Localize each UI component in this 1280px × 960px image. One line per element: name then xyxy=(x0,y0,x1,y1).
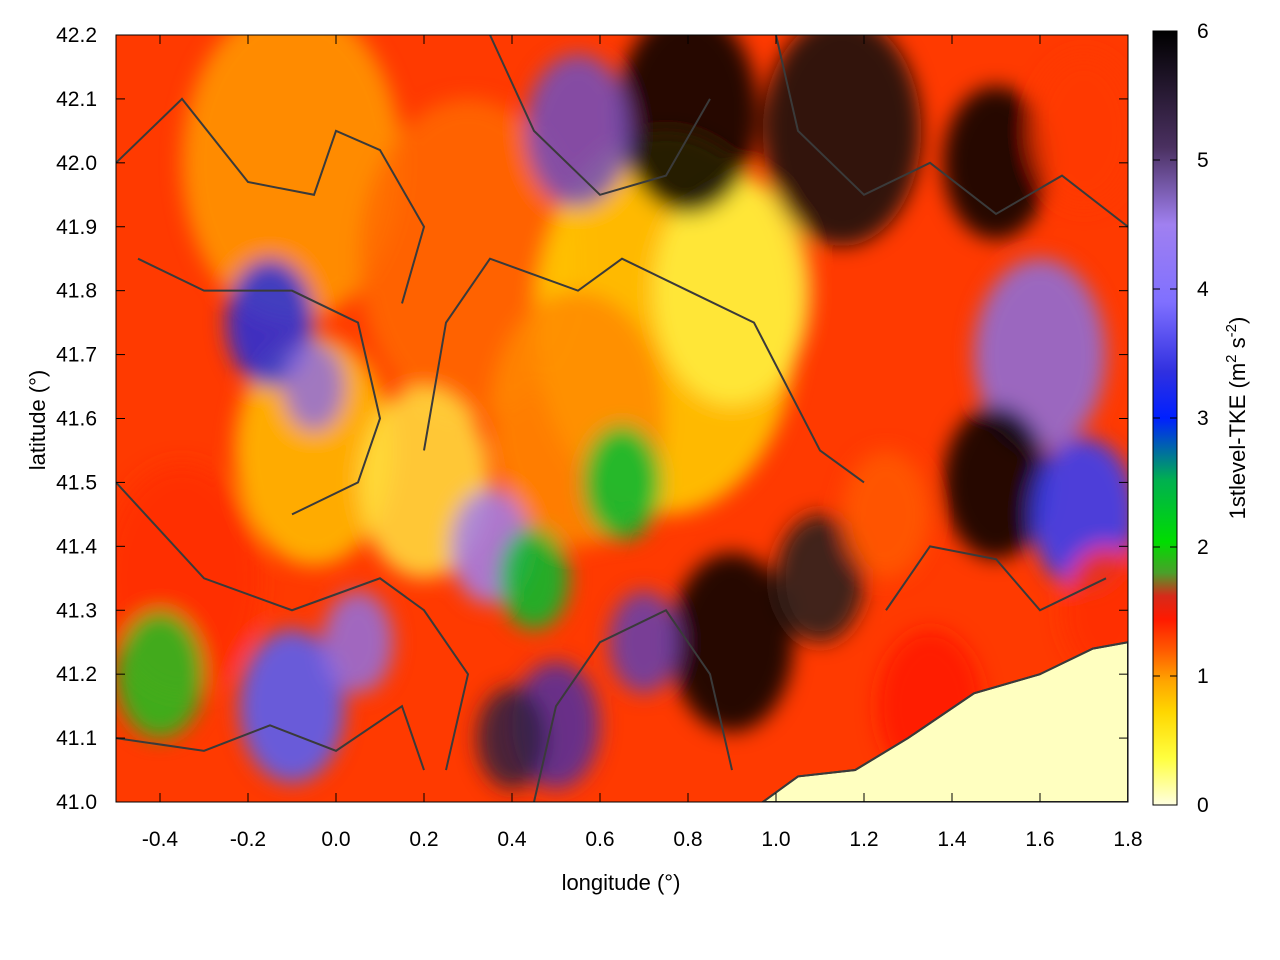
tke-region xyxy=(1062,546,1128,675)
tke-region xyxy=(182,35,402,323)
x-axis-label: longitude (°) xyxy=(562,870,681,895)
y-tick-label: 41.9 xyxy=(56,216,97,239)
colorbar-tick-label: 5 xyxy=(1197,149,1209,172)
tke-region xyxy=(762,35,922,246)
contour-line xyxy=(489,35,711,196)
colorbar-tick-label: 6 xyxy=(1197,20,1209,43)
heatmap-field xyxy=(116,35,1128,802)
tke-region xyxy=(322,591,394,694)
colorbar-label: 1stlevel-TKE (m2 s-2) xyxy=(1223,317,1250,520)
y-tick-label: 41.3 xyxy=(56,599,97,622)
colorbar-ticks: 0 1 2 3 4 5 6 xyxy=(1153,20,1209,817)
y-tick-label: 42.1 xyxy=(56,88,97,111)
tke-region xyxy=(670,552,794,732)
y-tick-label: 41.8 xyxy=(56,280,97,303)
tke-region xyxy=(116,610,204,739)
y-tick-label: 42.0 xyxy=(56,152,97,175)
x-tick-label: 1.6 xyxy=(1025,828,1054,851)
contour-line xyxy=(762,641,1128,802)
y-tick-label: 41.1 xyxy=(56,727,97,750)
x-tick-label: 0.8 xyxy=(673,828,702,851)
y-axis-label: latitude (°) xyxy=(25,370,50,471)
x-tick-label: 0.6 xyxy=(585,828,614,851)
x-tick-label: 1.8 xyxy=(1113,828,1142,851)
contour-line xyxy=(775,35,1128,228)
y-tick-label: 41.2 xyxy=(56,663,97,686)
x-tick-label: 1.4 xyxy=(937,828,967,851)
y-tick-label: 41.4 xyxy=(56,535,97,558)
colorbar-tick-label: 3 xyxy=(1197,407,1209,430)
x-tick-label: 0.2 xyxy=(409,828,438,851)
x-tick-label: 0.4 xyxy=(497,828,527,851)
tke-region xyxy=(476,686,548,790)
contour-line xyxy=(885,545,1107,612)
contour-line xyxy=(116,97,426,304)
x-axis: -0.4 -0.2 0.0 0.2 0.4 0.6 0.8 1.0 1.2 1.4 1.6 1.8 xyxy=(142,35,1143,851)
tke-region xyxy=(608,591,680,694)
y-tick-label: 41.7 xyxy=(56,344,97,367)
tke-region xyxy=(234,335,394,566)
tke-region xyxy=(776,514,864,643)
x-tick-label: -0.4 xyxy=(142,828,179,851)
tke-region xyxy=(652,175,812,406)
y-tick-label: 41.5 xyxy=(56,471,97,494)
tke-region xyxy=(943,405,1049,560)
colorbar-tick-label: 4 xyxy=(1197,278,1209,301)
colorbar-tick-label: 2 xyxy=(1197,536,1209,559)
terrain-contours xyxy=(116,35,1128,802)
y-axis: 41.0 41.1 41.2 41.3 41.4 41.5 41.6 41.7 41.8 41.9… xyxy=(56,24,1128,814)
colorbar-tick-label: 0 xyxy=(1197,794,1209,817)
colorbar-tick-label: 1 xyxy=(1197,665,1209,688)
tke-region xyxy=(974,258,1106,451)
contour-line xyxy=(137,257,382,516)
y-tick-label: 41.0 xyxy=(56,791,97,814)
contour-line xyxy=(423,257,865,484)
contour-line xyxy=(116,481,470,771)
x-tick-label: 1.2 xyxy=(849,828,878,851)
tke-region xyxy=(525,54,631,208)
x-tick-label: -0.2 xyxy=(230,828,266,851)
tke-region xyxy=(582,424,662,540)
tke-region xyxy=(943,86,1049,240)
contour-line xyxy=(533,608,733,802)
tke-region xyxy=(498,527,570,630)
contour-line xyxy=(116,704,425,771)
x-tick-label: 1.0 xyxy=(761,828,790,851)
y-tick-label: 42.2 xyxy=(56,24,97,47)
tke-region xyxy=(283,341,345,432)
tke-region xyxy=(1031,54,1128,208)
tke-region xyxy=(842,450,930,579)
tke-region xyxy=(617,35,759,214)
y-tick-label: 41.6 xyxy=(56,408,97,431)
x-tick-label: 0.0 xyxy=(321,828,350,851)
